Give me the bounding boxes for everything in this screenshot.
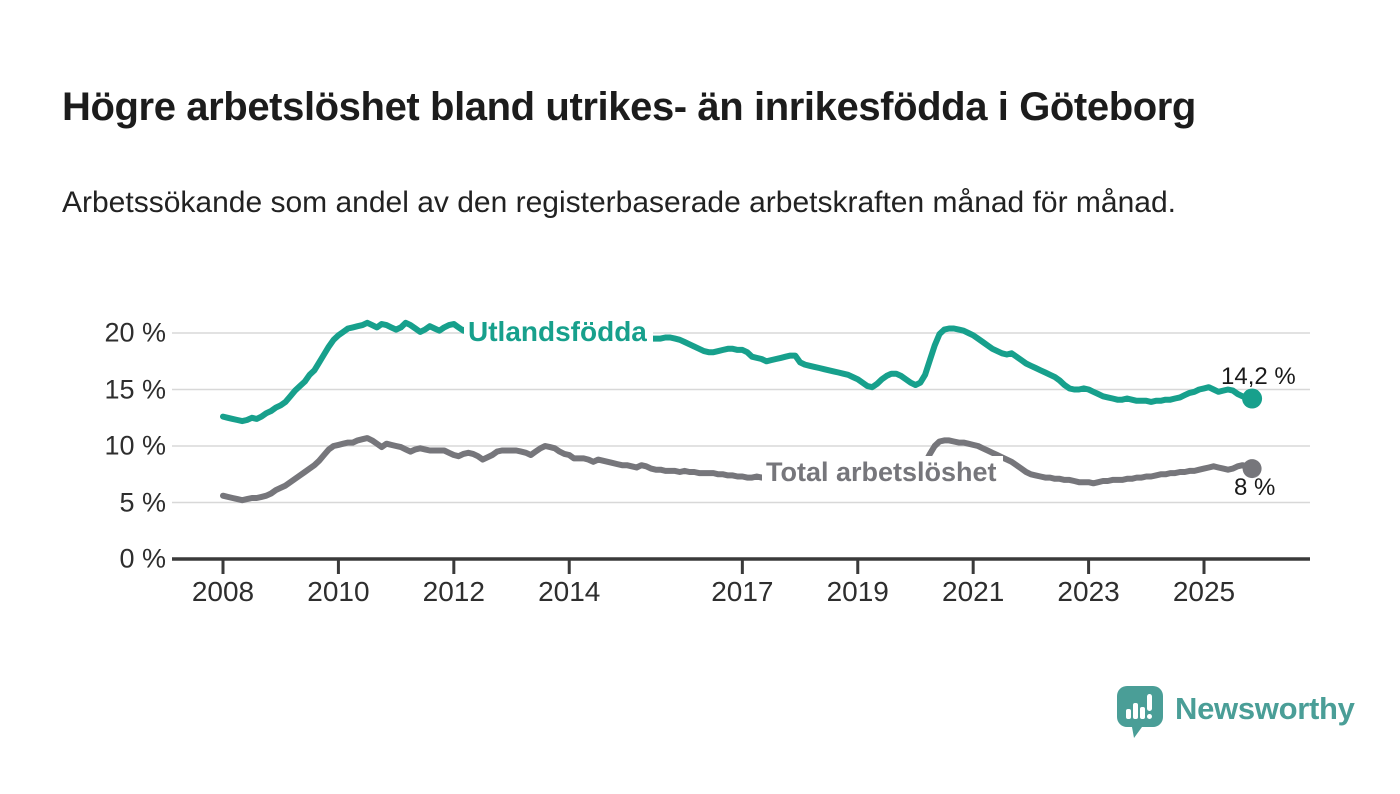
brand-wordmark: Newsworthy [1175, 691, 1355, 726]
x-tick-label: 2008 [191, 576, 255, 607]
x-tick-label: 2012 [422, 576, 485, 607]
series-label-utlandsfodda: Utlandsfödda [464, 315, 653, 351]
end-value-utlandsfodda: 14,2 % [1221, 363, 1296, 390]
x-tick-label: 2010 [307, 576, 370, 607]
x-tick-label: 2014 [538, 576, 601, 607]
y-tick-label: 0 % [119, 543, 166, 574]
x-tick-label: 2017 [711, 576, 774, 607]
y-tick-label: 15 % [104, 374, 166, 404]
y-tick-label: 10 % [104, 430, 166, 461]
y-tick-label: 5 % [119, 487, 166, 517]
brand-footer: Newsworthy [1117, 686, 1355, 738]
series-label-total: Total arbetslöshet [762, 456, 1003, 491]
line-chart [172, 319, 1310, 574]
chart-subtitle: Arbetssökande som andel av den registerb… [62, 186, 1176, 219]
page-title: Högre arbetslöshet bland utrikes- än inr… [62, 84, 1196, 129]
x-tick-label: 2023 [1057, 576, 1120, 607]
end-dot-utlandsfodda [1242, 388, 1263, 409]
x-tick-label: 2021 [942, 576, 1005, 607]
x-tick-label: 2025 [1172, 576, 1236, 607]
end-value-total: 8 % [1234, 474, 1276, 501]
series-line-total [220, 435, 1256, 504]
end-dot-total [1242, 459, 1262, 479]
series-line-utlandsfodda [220, 319, 1256, 425]
y-tick-label: 20 % [104, 317, 166, 348]
bar-chart-speech-bubble-icon [1117, 686, 1163, 738]
x-tick-label: 2019 [826, 576, 889, 607]
